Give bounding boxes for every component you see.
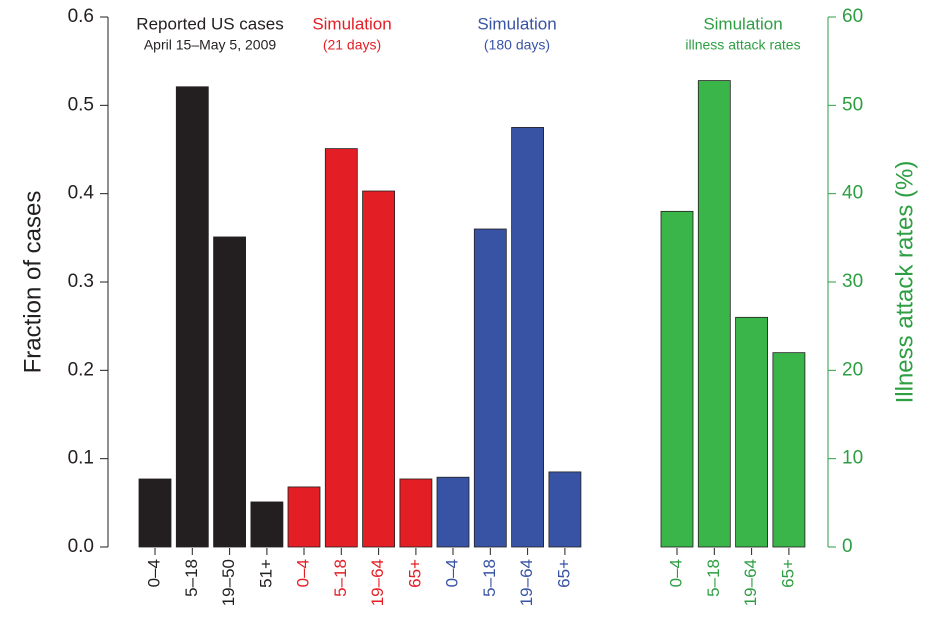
x-tick-label: 65+ xyxy=(554,559,573,588)
bar xyxy=(213,236,247,548)
group-title: Simulation xyxy=(312,14,391,33)
group-subtitle: April 15–May 5, 2009 xyxy=(144,37,277,53)
x-tick-label: 0–4 xyxy=(442,559,461,587)
y2-axis-title: Illness attack rates (%) xyxy=(891,161,918,404)
bar xyxy=(175,86,209,548)
x-tick-label: 19–64 xyxy=(741,559,760,606)
x-tick-label: 19–64 xyxy=(368,559,387,606)
y-axis-title: Fraction of cases xyxy=(19,191,46,374)
y2-tick-label: 30 xyxy=(842,271,863,292)
x-tick-label: 5–18 xyxy=(704,559,723,597)
x-tick-label: 0–4 xyxy=(293,559,312,587)
x-tick-label: 65+ xyxy=(778,559,797,588)
x-tick-label: 0–4 xyxy=(144,559,163,587)
group-title: Reported US cases xyxy=(136,14,283,33)
x-tick-label: 51+ xyxy=(256,559,275,588)
group-subtitle: illness attack rates xyxy=(685,37,800,53)
y-tick-label: 0.1 xyxy=(68,448,94,469)
group-subtitle: (21 days) xyxy=(323,37,381,53)
bar xyxy=(399,478,433,548)
y-tick-label: 0.3 xyxy=(68,271,94,292)
x-tick-label: 0–4 xyxy=(666,559,685,587)
bar xyxy=(287,486,321,548)
x-tick-label: 5–18 xyxy=(480,559,499,597)
bar xyxy=(324,148,358,548)
bar xyxy=(511,127,545,548)
y2-tick-label: 20 xyxy=(842,359,863,380)
group-title: Simulation xyxy=(477,14,556,33)
y-tick-label: 0.4 xyxy=(68,183,95,204)
y-tick-label: 0.2 xyxy=(68,359,94,380)
y2-tick-label: 10 xyxy=(842,448,863,469)
bar xyxy=(362,190,396,548)
y2-tick-label: 0 xyxy=(842,536,853,557)
bar xyxy=(548,471,582,548)
bar xyxy=(436,476,470,548)
bar xyxy=(772,352,806,548)
bar xyxy=(138,478,172,548)
bar xyxy=(250,501,284,548)
x-tick-label: 5–18 xyxy=(182,559,201,597)
x-tick-label: 19–64 xyxy=(517,559,536,606)
bar xyxy=(735,316,768,548)
x-tick-label: 65+ xyxy=(405,559,424,588)
bar xyxy=(697,80,731,548)
x-tick-label: 19–50 xyxy=(219,559,238,606)
y-tick-label: 0.0 xyxy=(68,536,94,557)
y-tick-label: 0.6 xyxy=(68,6,94,27)
y2-tick-label: 50 xyxy=(842,94,863,115)
y2-tick-label: 60 xyxy=(842,6,863,27)
x-tick-label: 5–18 xyxy=(331,559,350,597)
y-tick-label: 0.5 xyxy=(68,94,94,115)
group-title: Simulation xyxy=(703,14,782,33)
bar xyxy=(473,228,507,548)
y2-tick-label: 40 xyxy=(842,183,863,204)
group-subtitle: (180 days) xyxy=(484,37,550,53)
bar xyxy=(660,210,694,548)
